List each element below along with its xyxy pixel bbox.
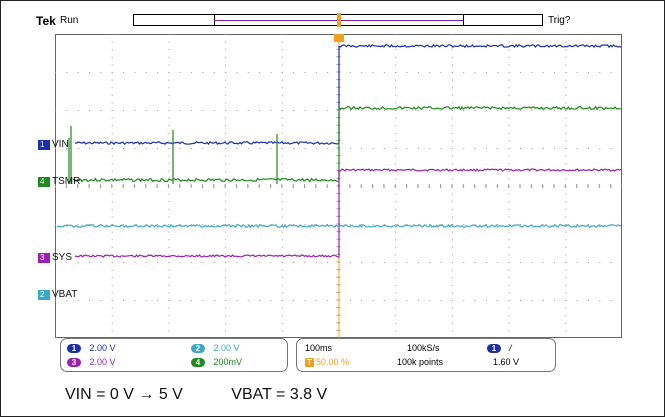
ch2-scale: 2.00 V [213, 343, 240, 353]
ch1-icon: 1 [67, 344, 81, 353]
ch4-marker[interactable]: 4 [38, 177, 50, 187]
scope-status-bar: Tek Run Trig? [0, 0, 665, 36]
ch1-scale: 2.00 V [89, 343, 116, 353]
trigger-pos-icon: T [305, 358, 314, 367]
figure-caption: VIN = 0 V → 5 V VBAT = 3.8 V [65, 386, 327, 404]
record-length: 100k points [397, 357, 444, 367]
trigger-position: 50.00 % [316, 357, 350, 367]
vbat-caption: VBAT = 3.8 V [231, 386, 328, 403]
acquisition-state: Run [60, 15, 79, 26]
horizontal-trigger-readout[interactable]: 100ms T 50.00 % 100kS/s 100k points 1 / 1.… [296, 338, 556, 372]
trigger-time-tag [334, 34, 344, 42]
trigger-source-icon: 1 [487, 344, 501, 353]
ch2-icon: 2 [191, 344, 205, 353]
tsmr-label: TSMR [52, 176, 81, 187]
vbat-waveform [56, 223, 622, 229]
ch3-scale: 2.00 V [89, 357, 116, 367]
vbat-label: VBAT [52, 289, 78, 300]
sample-rate: 100kS/s [407, 343, 440, 353]
ch3-icon: 3 [67, 358, 81, 367]
vin-caption: VIN = 0 V → 5 V [65, 386, 183, 403]
sys-waveform [74, 168, 622, 258]
trigger-level: 1.60 V [493, 357, 520, 367]
brand-logo: Tek [36, 14, 56, 28]
waveform-display [55, 34, 622, 338]
vin-waveform [74, 43, 622, 146]
ch4-scale: 200mV [213, 357, 243, 367]
tsmr-waveform [68, 105, 622, 184]
ch3-marker[interactable]: 3 [38, 253, 50, 263]
vin-label: VIN [52, 139, 69, 150]
graticule-dots [55, 34, 622, 332]
vertical-scale-readout[interactable]: 1 2.00 V 2 2.00 V 3 2.00 V 4 200mV [60, 338, 288, 372]
ch2-marker[interactable]: 2 [38, 290, 50, 300]
ch4-icon: 4 [191, 358, 205, 367]
trigger-position-marker [337, 13, 341, 27]
trigger-slope-icon: / [509, 343, 512, 353]
sys-label: SYS [52, 252, 73, 263]
timebase: 100ms [305, 343, 333, 353]
ch1-marker[interactable]: 1 [38, 140, 50, 150]
trigger-status: Trig? [548, 15, 571, 26]
